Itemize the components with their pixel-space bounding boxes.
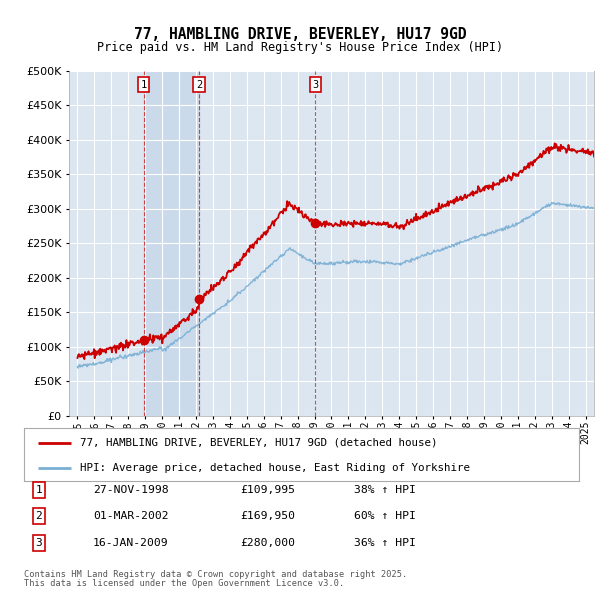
Text: 27-NOV-1998: 27-NOV-1998 xyxy=(93,485,169,494)
Text: 77, HAMBLING DRIVE, BEVERLEY, HU17 9GD (detached house): 77, HAMBLING DRIVE, BEVERLEY, HU17 9GD (… xyxy=(79,438,437,448)
Text: £109,995: £109,995 xyxy=(240,485,295,494)
Text: 2: 2 xyxy=(35,512,43,521)
Text: HPI: Average price, detached house, East Riding of Yorkshire: HPI: Average price, detached house, East… xyxy=(79,463,470,473)
Text: 3: 3 xyxy=(35,538,43,548)
Bar xyxy=(143,71,199,416)
Text: 16-JAN-2009: 16-JAN-2009 xyxy=(93,538,169,548)
Text: 36% ↑ HPI: 36% ↑ HPI xyxy=(354,538,416,548)
Text: 3: 3 xyxy=(312,80,319,90)
Text: £280,000: £280,000 xyxy=(240,538,295,548)
Text: 1: 1 xyxy=(35,485,43,494)
Text: 2: 2 xyxy=(196,80,202,90)
Text: 77, HAMBLING DRIVE, BEVERLEY, HU17 9GD: 77, HAMBLING DRIVE, BEVERLEY, HU17 9GD xyxy=(134,27,466,42)
Text: 1: 1 xyxy=(140,80,147,90)
Text: 01-MAR-2002: 01-MAR-2002 xyxy=(93,512,169,521)
Text: This data is licensed under the Open Government Licence v3.0.: This data is licensed under the Open Gov… xyxy=(24,579,344,588)
Text: £169,950: £169,950 xyxy=(240,512,295,521)
Text: 60% ↑ HPI: 60% ↑ HPI xyxy=(354,512,416,521)
Text: Price paid vs. HM Land Registry's House Price Index (HPI): Price paid vs. HM Land Registry's House … xyxy=(97,41,503,54)
Text: Contains HM Land Registry data © Crown copyright and database right 2025.: Contains HM Land Registry data © Crown c… xyxy=(24,570,407,579)
Text: 38% ↑ HPI: 38% ↑ HPI xyxy=(354,485,416,494)
